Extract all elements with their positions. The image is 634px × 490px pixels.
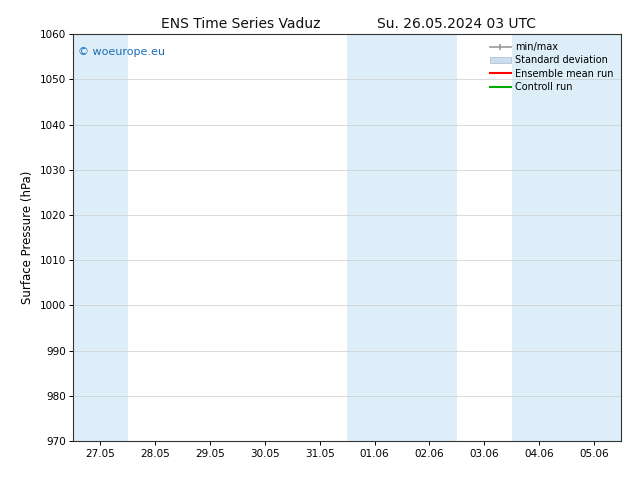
- Text: Su. 26.05.2024 03 UTC: Su. 26.05.2024 03 UTC: [377, 17, 536, 31]
- Bar: [512, 34, 621, 441]
- Bar: [73, 34, 128, 441]
- Text: ENS Time Series Vaduz: ENS Time Series Vaduz: [161, 17, 321, 31]
- Legend: min/max, Standard deviation, Ensemble mean run, Controll run: min/max, Standard deviation, Ensemble me…: [487, 39, 616, 95]
- Text: © woeurope.eu: © woeurope.eu: [79, 47, 165, 56]
- Bar: [347, 34, 456, 441]
- Y-axis label: Surface Pressure (hPa): Surface Pressure (hPa): [21, 171, 34, 304]
